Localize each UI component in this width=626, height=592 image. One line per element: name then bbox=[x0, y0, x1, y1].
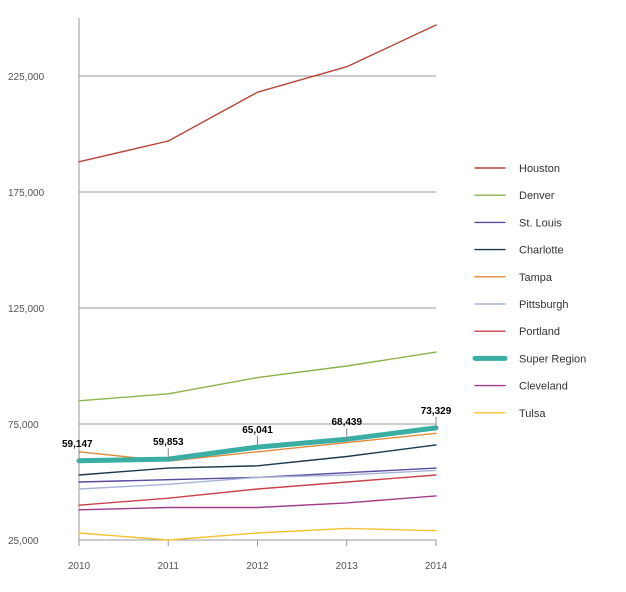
legend-label-tulsa: Tulsa bbox=[519, 408, 546, 420]
legend-label-pittsburgh: Pittsburgh bbox=[519, 299, 569, 311]
series-line-charlotte bbox=[78, 444, 437, 476]
series-line-denver bbox=[78, 351, 437, 402]
grid-layer bbox=[79, 75, 436, 541]
data-label: 65,041 bbox=[242, 425, 273, 436]
legend-label-portland: Portland bbox=[519, 326, 560, 338]
data-label: 59,147 bbox=[62, 439, 93, 450]
series-line-tulsa bbox=[78, 527, 437, 541]
series-line-pittsburgh bbox=[78, 469, 437, 490]
series-line-cleveland bbox=[78, 495, 437, 511]
y-tick-label: 175,000 bbox=[8, 188, 45, 199]
data-label: 73,329 bbox=[421, 406, 452, 417]
y-tick-label: 125,000 bbox=[8, 304, 45, 315]
axis-layer: 25,000 75,000 125,000 175,000 225,000 2010 201… bbox=[8, 18, 448, 572]
data-label: 68,439 bbox=[331, 417, 362, 428]
legend-label-houston: Houston bbox=[519, 163, 560, 175]
y-tick-label: 25,000 bbox=[8, 536, 39, 547]
x-tick-label: 2011 bbox=[157, 561, 179, 572]
legend-label-tampa: Tampa bbox=[519, 272, 553, 284]
x-tick-label: 2014 bbox=[425, 561, 448, 572]
x-tick-label: 2010 bbox=[68, 561, 91, 572]
data-label-layer: 59,147 59,853 65,041 68,439 73,329 bbox=[62, 406, 452, 461]
data-label: 59,853 bbox=[153, 437, 184, 448]
y-tick-label: 75,000 bbox=[8, 420, 39, 431]
legend-label-super-region: Super Region bbox=[519, 353, 586, 365]
legend-label-denver: Denver bbox=[519, 190, 555, 202]
legend: Houston Denver St. Louis Charlotte Tampa Pitt… bbox=[472, 163, 586, 420]
series-line-portland bbox=[78, 474, 437, 506]
legend-label-st-louis: St. Louis bbox=[519, 217, 562, 229]
series-line-houston bbox=[78, 24, 437, 163]
x-tick-label: 2013 bbox=[336, 561, 359, 572]
legend-label-charlotte: Charlotte bbox=[519, 245, 564, 257]
y-tick-label: 225,000 bbox=[8, 72, 45, 83]
x-tick-label: 2012 bbox=[246, 561, 269, 572]
series-layer bbox=[76, 24, 439, 541]
legend-label-cleveland: Cleveland bbox=[519, 381, 568, 393]
